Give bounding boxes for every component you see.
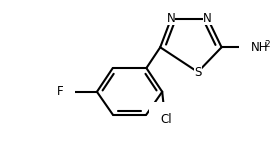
Text: NH: NH (251, 41, 269, 54)
Text: Cl: Cl (160, 113, 172, 126)
Text: S: S (194, 66, 202, 79)
Text: N: N (203, 12, 212, 25)
Text: 2: 2 (264, 40, 270, 49)
Text: N: N (167, 12, 175, 25)
Text: F: F (57, 85, 63, 98)
